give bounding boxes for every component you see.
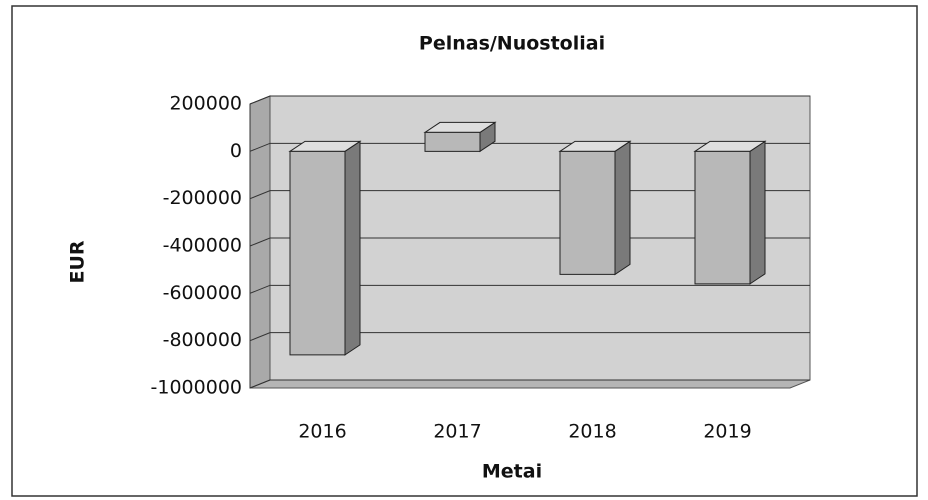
chart-title: Pelnas/Nuostoliai bbox=[419, 33, 605, 55]
floor bbox=[249, 379, 811, 389]
x-tick-label: 2016 bbox=[298, 421, 346, 443]
x-tick-label: 2018 bbox=[568, 421, 616, 443]
bar-front bbox=[424, 131, 481, 152]
y-axis-title: EUR bbox=[67, 240, 89, 283]
bar bbox=[558, 140, 632, 276]
bar-front bbox=[694, 150, 751, 285]
y-tick-label: -800000 bbox=[163, 329, 242, 351]
y-tick-label: 200000 bbox=[169, 93, 242, 115]
bar-side bbox=[749, 140, 766, 285]
grid-line bbox=[249, 332, 810, 342]
grid-line bbox=[249, 379, 810, 389]
bar-front bbox=[559, 150, 616, 275]
bar-side bbox=[614, 140, 631, 276]
y-tick-label: 0 bbox=[230, 140, 242, 162]
bar-front bbox=[289, 150, 346, 356]
bar bbox=[423, 121, 497, 153]
x-axis-title: Metai bbox=[482, 461, 542, 483]
y-tick-label: -400000 bbox=[163, 235, 242, 257]
bar bbox=[288, 140, 362, 356]
grid-line bbox=[249, 95, 810, 105]
bar bbox=[693, 140, 767, 285]
y-tick-label: -200000 bbox=[163, 187, 242, 209]
bar-side bbox=[344, 140, 361, 356]
grid-line bbox=[249, 284, 810, 294]
x-tick-label: 2017 bbox=[433, 421, 481, 443]
y-tick-label: -600000 bbox=[163, 282, 242, 304]
x-tick-label: 2019 bbox=[703, 421, 751, 443]
y-tick-label: -1000000 bbox=[151, 377, 242, 399]
